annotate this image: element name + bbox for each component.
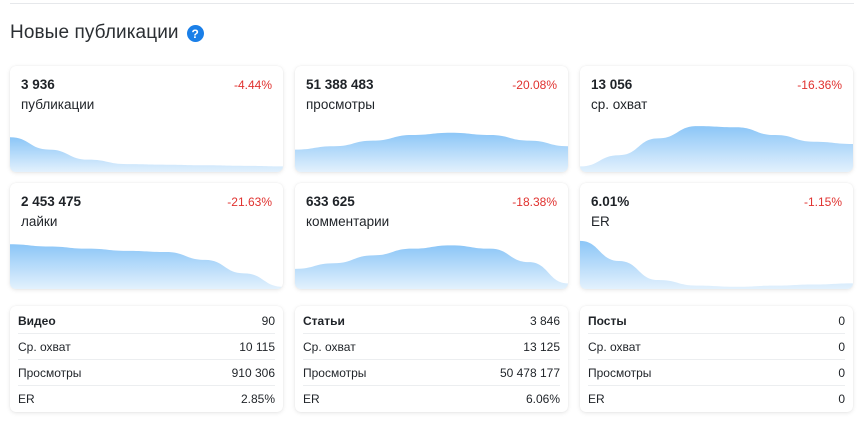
stat-value: 13 125 [523, 340, 560, 354]
stat-name: Ср. охват [303, 340, 356, 354]
stat-name: Просмотры [303, 366, 366, 380]
metric-delta: -21.63% [227, 195, 272, 209]
metric-delta: -16.36% [797, 78, 842, 92]
stat-value: 90 [262, 314, 275, 328]
section-title: Новые публикации [10, 22, 179, 44]
metric-delta: -4.44% [234, 78, 272, 92]
stat-row-avg-reach: Ср. охват 13 125 [303, 334, 560, 360]
sparkline [295, 233, 568, 289]
metric-label: публикации [21, 97, 94, 112]
stat-name: ER [588, 392, 605, 406]
sparkline [580, 233, 853, 289]
top-divider [10, 3, 854, 4]
sparkline-area [10, 137, 283, 172]
stat-name: Ср. охват [588, 340, 641, 354]
stat-row-type: Статьи 3 846 [303, 308, 560, 334]
stats-card-video: Видео 90 Ср. охват 10 115 Просмотры 910 … [10, 306, 283, 412]
sparkline-area [580, 126, 853, 172]
stat-value: 2.85% [241, 392, 275, 406]
stat-row-er: ER 6.06% [303, 386, 560, 412]
stat-row-er: ER 0 [588, 386, 845, 412]
stat-value: 10 115 [239, 340, 275, 354]
stat-name: ER [18, 392, 35, 406]
stats-card-articles: Статьи 3 846 Ср. охват 13 125 Просмотры … [295, 306, 568, 412]
section-header: Новые публикации ? [10, 20, 204, 46]
metric-value: 3 936 [21, 77, 55, 92]
stats-card-posts: Посты 0 Ср. охват 0 Просмотры 0 ER 0 [580, 306, 853, 412]
stat-row-views: Просмотры 0 [588, 360, 845, 386]
stat-name: Статьи [303, 314, 345, 328]
sparkline-area [580, 241, 853, 289]
stat-value: 6.06% [526, 392, 560, 406]
help-icon[interactable]: ? [187, 25, 204, 42]
metric-value: 6.01% [591, 194, 629, 209]
stat-name: Посты [588, 314, 627, 328]
metric-label: ER [591, 214, 610, 229]
stat-name: ER [303, 392, 320, 406]
metric-label: просмотры [306, 97, 375, 112]
stat-value: 50 478 177 [500, 366, 560, 380]
stat-row-er: ER 2.85% [18, 386, 275, 412]
stat-row-views: Просмотры 50 478 177 [303, 360, 560, 386]
stat-row-views: Просмотры 910 306 [18, 360, 275, 386]
metric-label: ср. охват [591, 97, 647, 112]
stat-name: Видео [18, 314, 56, 328]
stat-row-type: Посты 0 [588, 308, 845, 334]
sparkline [10, 116, 283, 172]
sparkline [580, 116, 853, 172]
metric-value: 2 453 475 [21, 194, 81, 209]
stat-row-avg-reach: Ср. охват 0 [588, 334, 845, 360]
stat-value: 3 846 [530, 314, 560, 328]
sparkline-area [295, 133, 568, 172]
stat-value: 0 [838, 340, 845, 354]
metric-value: 51 388 483 [306, 77, 374, 92]
metric-value: 13 056 [591, 77, 632, 92]
metric-card-likes[interactable]: 2 453 475 лайки -21.63% [10, 183, 283, 289]
stat-name: Ср. охват [18, 340, 71, 354]
sparkline-area [295, 245, 568, 289]
stat-name: Просмотры [18, 366, 81, 380]
metric-value: 633 625 [306, 194, 355, 209]
sparkline [10, 233, 283, 289]
stat-row-avg-reach: Ср. охват 10 115 [18, 334, 275, 360]
sparkline-area [10, 244, 283, 289]
metric-label: лайки [21, 214, 57, 229]
metric-card-views[interactable]: 51 388 483 просмотры -20.08% [295, 66, 568, 172]
metric-delta: -1.15% [804, 195, 842, 209]
stat-value: 910 306 [232, 366, 275, 380]
metric-card-er[interactable]: 6.01% ER -1.15% [580, 183, 853, 289]
sparkline [295, 116, 568, 172]
metric-card-publications[interactable]: 3 936 публикации -4.44% [10, 66, 283, 172]
metric-label: комментарии [306, 214, 389, 229]
stat-value: 0 [838, 366, 845, 380]
metric-card-avg-reach[interactable]: 13 056 ср. охват -16.36% [580, 66, 853, 172]
metric-delta: -20.08% [512, 78, 557, 92]
metric-card-comments[interactable]: 633 625 комментарии -18.38% [295, 183, 568, 289]
stat-value: 0 [838, 314, 845, 328]
stat-row-type: Видео 90 [18, 308, 275, 334]
metric-delta: -18.38% [512, 195, 557, 209]
stat-name: Просмотры [588, 366, 651, 380]
stat-value: 0 [838, 392, 845, 406]
